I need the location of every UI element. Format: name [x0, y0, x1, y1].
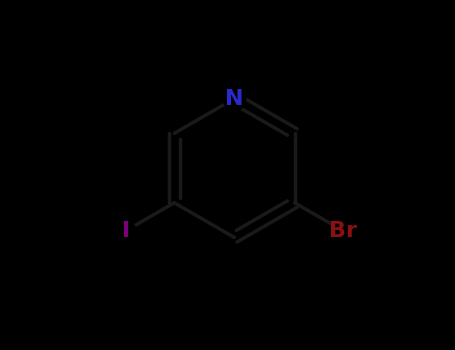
Text: N: N — [225, 89, 244, 108]
Text: I: I — [122, 220, 130, 240]
Text: Br: Br — [329, 220, 357, 240]
